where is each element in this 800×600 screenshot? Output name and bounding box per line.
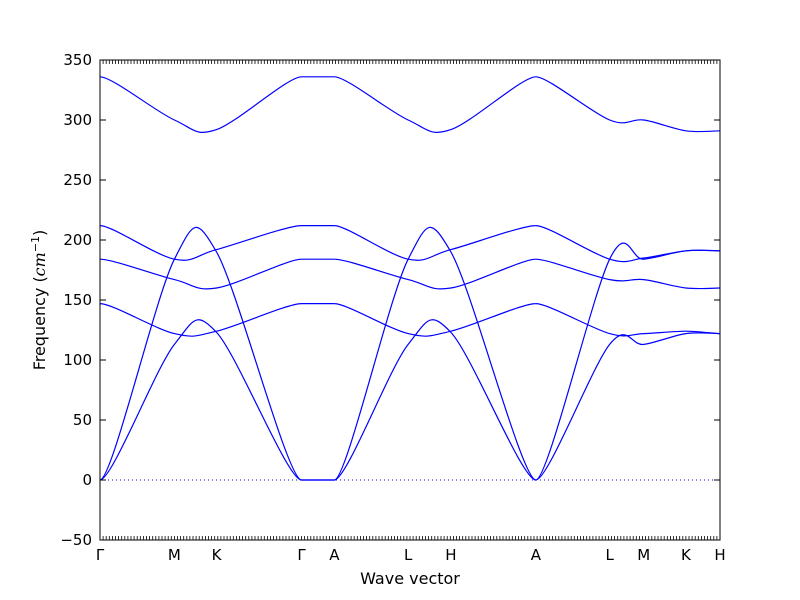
x-tick-label-10: M bbox=[637, 546, 650, 564]
band-2-segment-4 bbox=[535, 225, 721, 263]
axis-ticks bbox=[99, 59, 721, 541]
y-tick-label-150: 150 bbox=[63, 291, 92, 309]
y-tick-label-100: 100 bbox=[63, 351, 92, 369]
band-5-segment-4 bbox=[535, 242, 721, 481]
x-tick-label-8: A bbox=[531, 546, 542, 564]
band-2-segment-3 bbox=[334, 225, 536, 261]
x-tick-label-3: K bbox=[212, 546, 223, 564]
band-4-segment-1 bbox=[99, 303, 302, 337]
band-5-segment-3 bbox=[333, 226, 537, 481]
plot-lines bbox=[99, 76, 721, 481]
x-tick-label-7: H bbox=[445, 546, 456, 564]
x-tick-label-1: Γ bbox=[96, 546, 105, 564]
y-axis-title-unit: cm bbox=[30, 252, 49, 276]
band-5-segment-1 bbox=[99, 226, 302, 481]
y-tick-label-0: 0 bbox=[82, 471, 92, 489]
x-tick-label-6: L bbox=[404, 546, 413, 564]
x-axis-title: Wave vector bbox=[360, 569, 460, 588]
x-tick-label-9: L bbox=[605, 546, 614, 564]
band-6-segment-1 bbox=[99, 319, 302, 481]
y-axis-title-suffix: ) bbox=[30, 230, 49, 236]
y-axis-title-exponent: −1 bbox=[29, 236, 42, 252]
band-4-segment-4 bbox=[535, 303, 721, 337]
y-tick-label-50: 50 bbox=[73, 411, 92, 429]
x-tick-label-2: M bbox=[168, 546, 181, 564]
band-3-segment-4 bbox=[535, 258, 721, 290]
axis-labels: −50 0 50 100 150 200 250 300 350 Γ M K Γ A L H A L M K H bbox=[60, 51, 725, 564]
band-4-segment-3 bbox=[334, 303, 536, 337]
band-2-segment-1 bbox=[99, 225, 302, 261]
band-1-segment-1 bbox=[99, 76, 302, 133]
x-tick-label-5: A bbox=[329, 546, 340, 564]
band-3-segment-3 bbox=[334, 258, 536, 290]
band-3-segment-1 bbox=[99, 258, 302, 290]
y-tick-label-250: 250 bbox=[63, 171, 92, 189]
band-1-segment-3 bbox=[334, 76, 536, 133]
y-tick-label-200: 200 bbox=[63, 231, 92, 249]
y-tick-label-300: 300 bbox=[63, 111, 92, 129]
y-axis-title: Frequency (cm−1) bbox=[29, 230, 49, 371]
x-tick-label-11: K bbox=[681, 546, 692, 564]
band-1-segment-4 bbox=[535, 76, 721, 133]
x-tick-label-4: Γ bbox=[297, 546, 306, 564]
band-6-segment-3 bbox=[334, 319, 537, 481]
x-tick-label-12: H bbox=[714, 546, 725, 564]
band-6-segment-4 bbox=[535, 332, 721, 481]
y-tick-label--50: −50 bbox=[60, 531, 92, 549]
y-axis-title-prefix: Frequency ( bbox=[30, 276, 49, 370]
y-tick-label-350: 350 bbox=[63, 51, 92, 69]
plot-frame bbox=[99, 59, 721, 541]
